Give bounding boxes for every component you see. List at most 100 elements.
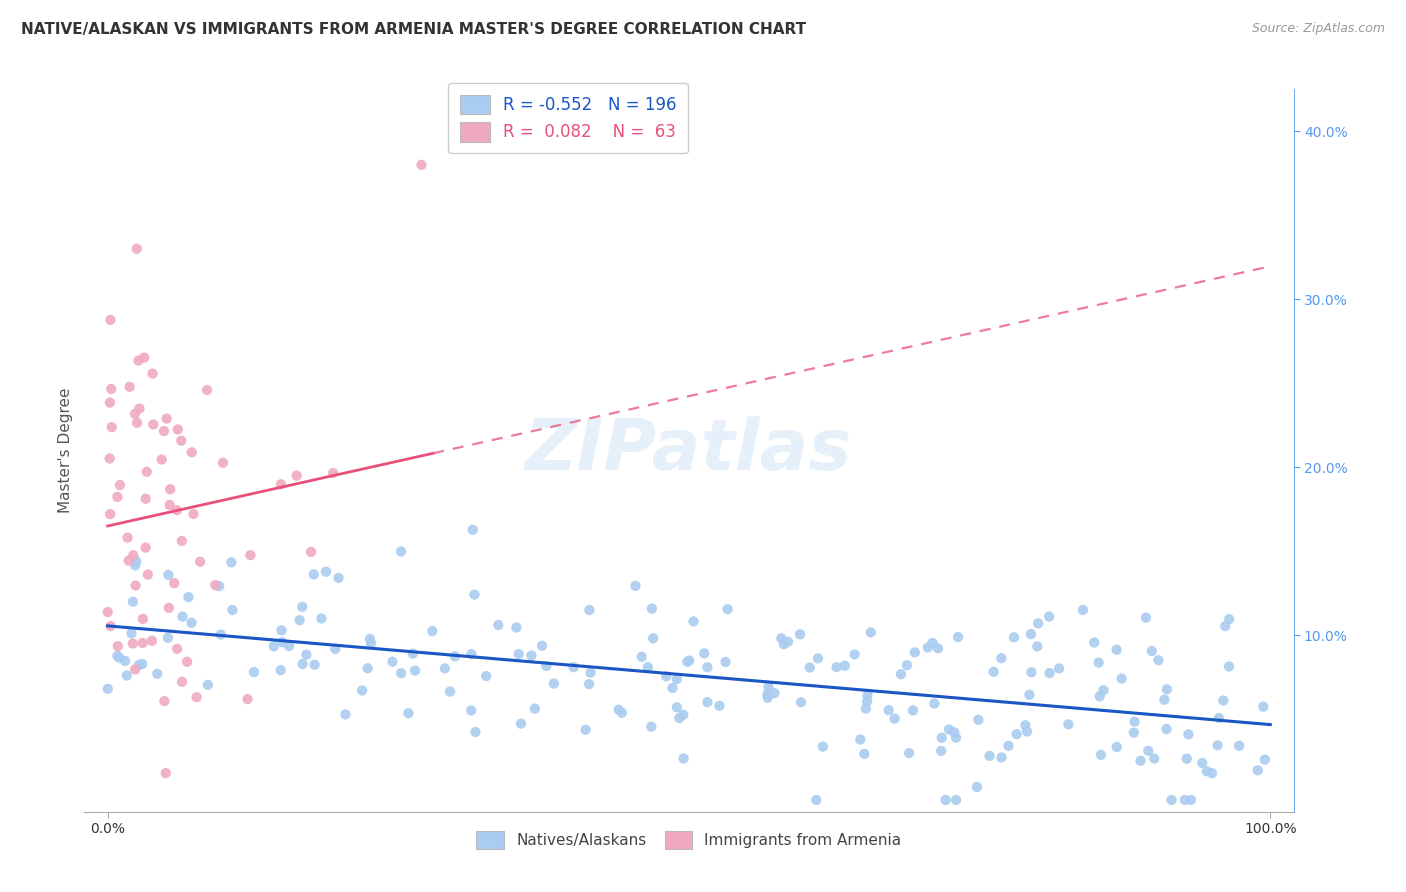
Point (170, 674, 193, 689)
Point (98, 507, 121, 521)
Point (463, 588, 485, 602)
Point (135, 541, 157, 555)
Point (197, 678, 219, 692)
Point (505, 620, 527, 634)
Point (100, 420, 122, 434)
Point (883, 712, 905, 726)
Point (578, 603, 600, 617)
Point (1137, 744, 1160, 758)
Point (1143, 751, 1166, 765)
Text: NATIVE/ALASKAN VS IMMIGRANTS FROM ARMENIA MASTER'S DEGREE CORRELATION CHART: NATIVE/ALASKAN VS IMMIGRANTS FROM ARMENI… (21, 22, 806, 37)
Point (661, 681, 683, 695)
Point (945, 731, 967, 745)
Point (931, 731, 953, 745)
Point (97, 605, 120, 619)
Point (990, 651, 1012, 665)
Point (1195, 764, 1218, 779)
Point (856, 694, 879, 708)
Point (270, 663, 292, 677)
Point (927, 641, 949, 656)
Point (856, 689, 879, 703)
Point (1227, 739, 1250, 753)
Point (142, 367, 165, 381)
Point (772, 637, 794, 651)
Point (153, 694, 176, 708)
Point (124, 578, 146, 592)
Point (270, 477, 292, 491)
Point (166, 503, 188, 517)
Point (924, 697, 946, 711)
Point (98, 451, 121, 466)
Point (696, 695, 718, 709)
Point (180, 615, 202, 630)
Point (155, 766, 177, 780)
Point (898, 746, 921, 760)
Point (1026, 616, 1049, 631)
Point (610, 706, 633, 720)
Point (1175, 752, 1198, 766)
Point (789, 627, 811, 641)
Point (530, 639, 553, 653)
Point (97, 681, 120, 696)
Point (966, 780, 988, 794)
Point (98, 395, 121, 409)
Point (665, 700, 688, 714)
Point (156, 411, 179, 425)
Point (263, 640, 285, 654)
Point (1160, 793, 1182, 807)
Point (668, 711, 690, 725)
Point (1038, 609, 1060, 624)
Point (195, 383, 218, 397)
Point (1092, 683, 1115, 698)
Point (105, 648, 128, 663)
Point (433, 661, 456, 675)
Point (520, 648, 543, 663)
Point (460, 647, 482, 661)
Point (166, 641, 188, 656)
Point (127, 353, 149, 368)
Point (508, 647, 530, 661)
Point (1026, 640, 1049, 654)
Point (1057, 717, 1080, 731)
Point (1212, 693, 1234, 707)
Point (709, 698, 731, 713)
Point (177, 590, 200, 604)
Point (1147, 653, 1170, 667)
Point (575, 723, 598, 737)
Point (945, 793, 967, 807)
Point (460, 704, 482, 718)
Point (115, 668, 138, 682)
Point (285, 468, 308, 483)
Point (1123, 714, 1146, 729)
Point (756, 688, 779, 702)
Point (1039, 666, 1062, 681)
Point (806, 793, 828, 807)
Point (121, 595, 143, 609)
Point (1002, 630, 1025, 644)
Point (510, 716, 533, 731)
Legend: Natives/Alaskans, Immigrants from Armenia: Natives/Alaskans, Immigrants from Armeni… (470, 825, 908, 855)
Point (834, 658, 856, 673)
Point (170, 434, 193, 448)
Point (979, 748, 1001, 763)
Point (221, 603, 243, 617)
Point (877, 703, 900, 717)
Point (114, 654, 136, 668)
Point (125, 416, 148, 430)
Point (1156, 722, 1178, 736)
Point (389, 666, 412, 681)
Point (1105, 739, 1128, 754)
Point (630, 649, 652, 664)
Point (1201, 766, 1223, 780)
Point (1111, 672, 1133, 686)
Point (360, 636, 382, 650)
Point (209, 627, 232, 641)
Point (204, 578, 226, 592)
Point (990, 750, 1012, 764)
Point (678, 654, 700, 668)
Point (464, 725, 486, 739)
Point (100, 619, 122, 633)
Point (714, 655, 737, 669)
Point (682, 615, 704, 629)
Point (1088, 690, 1111, 704)
